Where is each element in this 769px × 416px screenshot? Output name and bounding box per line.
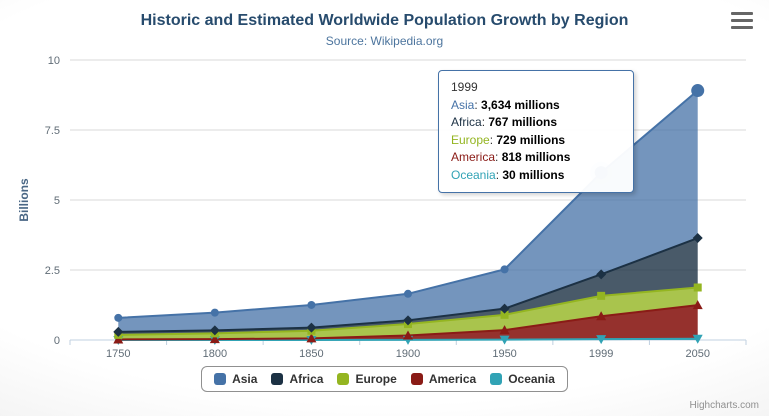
point-america-1999[interactable] (596, 311, 607, 321)
area-america (118, 305, 698, 340)
burger-bar (731, 19, 753, 22)
point-africa-2050[interactable] (692, 233, 703, 244)
x-axis-label: 2050 (685, 348, 709, 360)
x-axis-label: 1999 (589, 348, 613, 360)
burger-bar (731, 12, 753, 15)
point-africa-1800[interactable] (209, 325, 220, 336)
tooltip-header: 1999 (451, 80, 478, 94)
legend-swatch-america (410, 373, 423, 385)
legend-item-america[interactable]: America (410, 372, 477, 386)
legend-wrap: Asia Africa Europe America Oceania (0, 366, 769, 392)
legend-label: America (428, 372, 477, 386)
point-africa-1999[interactable] (596, 269, 607, 280)
x-axis-label: 1950 (492, 348, 516, 360)
y-axis-label: 2.5 (45, 265, 60, 277)
legend: Asia Africa Europe America Oceania (201, 366, 568, 392)
point-europe-1999[interactable] (597, 291, 606, 300)
legend-swatch-oceania (490, 373, 503, 385)
point-america-1900[interactable] (403, 330, 413, 340)
y-axis-label: 0 (54, 335, 60, 347)
point-oceania-2050[interactable] (692, 334, 703, 344)
point-america-1950[interactable] (499, 325, 510, 335)
area-asia (118, 90, 698, 332)
point-asia-1750[interactable] (114, 313, 123, 322)
legend-label: Europe (355, 372, 397, 386)
point-africa-1750[interactable] (113, 326, 124, 337)
legend-label: Oceania (508, 372, 555, 386)
credits-link[interactable]: Highcharts.com (689, 400, 759, 411)
point-africa-1950[interactable] (499, 303, 510, 314)
point-oceania-1950[interactable] (499, 335, 510, 345)
point-africa-1850[interactable] (306, 322, 317, 333)
point-america-1750[interactable] (113, 334, 124, 344)
x-axis-label: 1750 (106, 348, 130, 360)
legend-item-africa[interactable]: Africa (271, 372, 323, 386)
legend-swatch-europe (337, 373, 350, 385)
point-africa-1900[interactable] (403, 315, 413, 326)
legend-item-oceania[interactable]: Oceania (490, 372, 555, 386)
y-axis-title: Billions (17, 178, 31, 222)
point-america-1800[interactable] (209, 334, 220, 344)
tooltip-row-europe: Europe: 729 millions (451, 132, 566, 147)
point-europe-1950[interactable] (500, 310, 509, 319)
point-america-1850[interactable] (306, 333, 317, 343)
chart-title: Historic and Estimated Worldwide Populat… (140, 12, 629, 29)
tooltip-row-africa: Africa: 767 millions (451, 115, 558, 129)
tooltip-row-asia: Asia: 3,634 millions (451, 97, 560, 112)
point-asia-1850[interactable] (307, 300, 316, 309)
legend-swatch-asia (214, 373, 227, 385)
y-axis-label: 5 (54, 195, 60, 207)
x-axis-label: 1800 (203, 348, 227, 360)
legend-item-europe[interactable]: Europe (337, 372, 397, 386)
point-asia-2050[interactable] (691, 84, 705, 98)
point-asia-1900[interactable] (404, 289, 412, 298)
tooltip: 1999 Asia: 3,634 millions Africa: 767 mil… (438, 70, 634, 193)
legend-label: Africa (289, 372, 324, 386)
burger-bar (731, 26, 753, 29)
legend-swatch-africa (271, 373, 284, 385)
tooltip-row-oceania: Oceania: 30 millions (451, 167, 565, 182)
chart-subtitle: Source: Wikipedia.org (325, 34, 444, 48)
point-oceania-1999[interactable] (596, 335, 607, 345)
export-menu-icon[interactable] (731, 12, 753, 29)
area-africa (118, 238, 698, 335)
x-axis-label: 1900 (396, 348, 420, 360)
legend-item-asia[interactable]: Asia (214, 372, 257, 386)
point-asia-1950[interactable] (500, 265, 509, 274)
y-axis-label: 10 (48, 55, 60, 67)
legend-label: Asia (232, 372, 258, 386)
x-axis-label: 1850 (299, 348, 323, 360)
point-america-2050[interactable] (692, 300, 703, 310)
tooltip-row-america: America: 818 millions (451, 150, 571, 164)
y-axis-label: 7.5 (45, 125, 60, 137)
point-asia-1800[interactable] (210, 308, 219, 317)
point-europe-2050[interactable] (693, 283, 702, 292)
